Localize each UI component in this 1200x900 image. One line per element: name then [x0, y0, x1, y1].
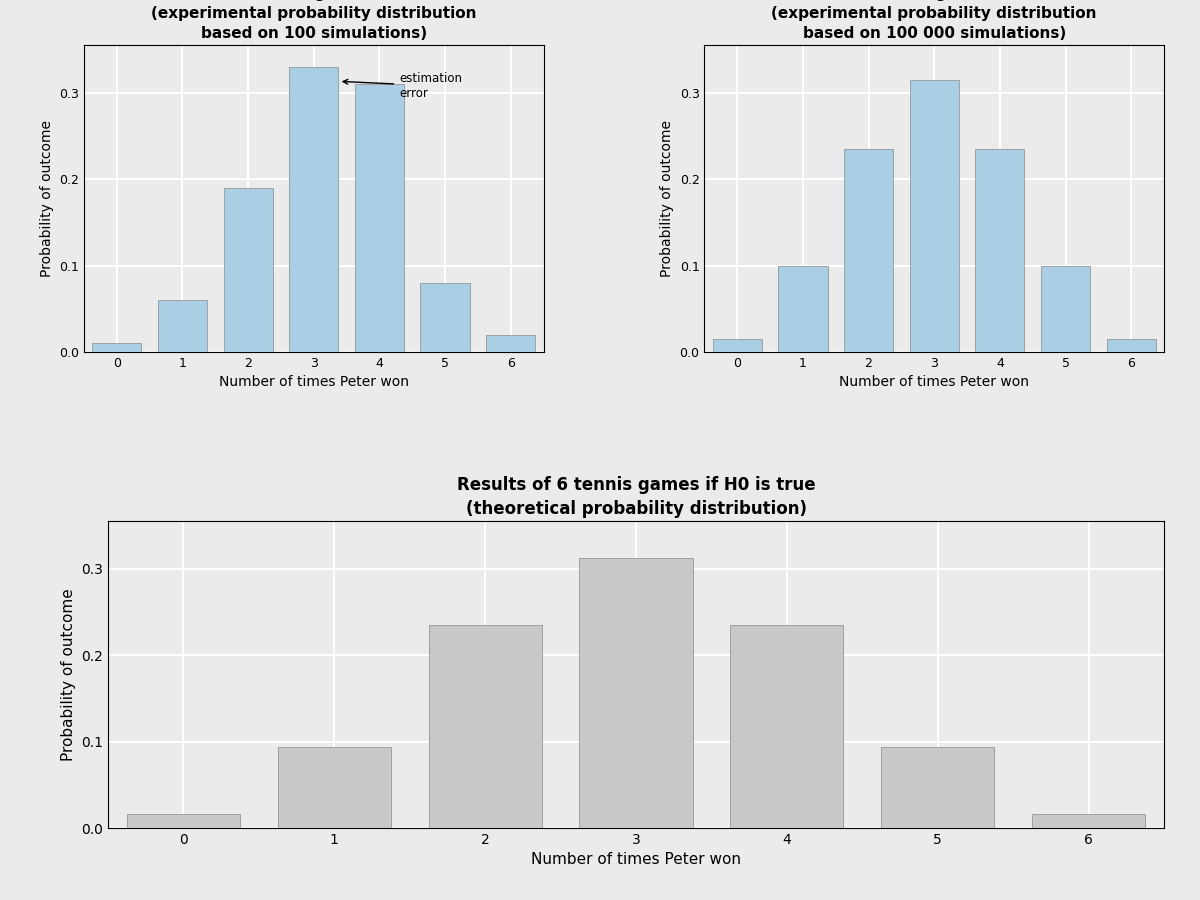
Bar: [355, 84, 404, 352]
Bar: [580, 558, 692, 828]
Bar: [881, 747, 995, 828]
Bar: [223, 188, 272, 352]
Bar: [779, 266, 828, 352]
Bar: [92, 344, 142, 352]
Bar: [713, 339, 762, 352]
Bar: [158, 301, 208, 352]
Bar: [910, 79, 959, 352]
Title: Results of 6 tennis games if H0 is true
(experimental probability distribution
b: Results of 6 tennis games if H0 is true …: [770, 0, 1098, 41]
Title: Results of 6 tennis games if H0 is true
(theoretical probability distribution): Results of 6 tennis games if H0 is true …: [457, 476, 815, 518]
Bar: [486, 335, 535, 352]
Bar: [420, 283, 469, 352]
Y-axis label: Probability of outcome: Probability of outcome: [60, 588, 76, 760]
Bar: [731, 626, 844, 828]
Bar: [1032, 814, 1145, 828]
Bar: [127, 814, 240, 828]
Title: Results of 6 tennis games if H0 is true
(experimental probability distribution
b: Results of 6 tennis games if H0 is true …: [150, 0, 478, 41]
Y-axis label: Probability of outcome: Probability of outcome: [660, 120, 674, 277]
Bar: [1106, 339, 1156, 352]
X-axis label: Number of times Peter won: Number of times Peter won: [218, 375, 409, 390]
Text: estimation
error: estimation error: [343, 72, 462, 100]
Bar: [289, 67, 338, 352]
Bar: [976, 148, 1025, 352]
X-axis label: Number of times Peter won: Number of times Peter won: [839, 375, 1030, 390]
Bar: [428, 626, 541, 828]
Bar: [277, 747, 391, 828]
X-axis label: Number of times Peter won: Number of times Peter won: [530, 852, 742, 868]
Bar: [844, 148, 893, 352]
Bar: [1040, 266, 1090, 352]
Y-axis label: Probability of outcome: Probability of outcome: [40, 120, 54, 277]
